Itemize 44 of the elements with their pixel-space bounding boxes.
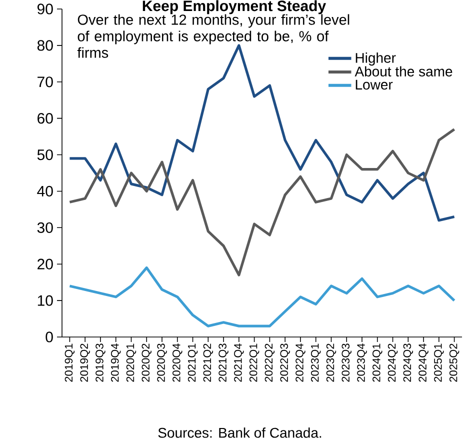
y-tick-label: 40 [37, 186, 53, 197]
x-tick-label: 2023Q1 [310, 344, 321, 382]
x-tick-label: 2022Q4 [296, 344, 306, 382]
x-tick-label: 2022Q3 [280, 344, 290, 382]
text: Over the next 12 months, your firm’s level of employment is expected to be, % of firms [77, 14, 350, 58]
x-tick-label: 2021Q4 [234, 344, 244, 382]
x-tick-label: 2025Q2 [449, 344, 460, 382]
x-tick-label: 2025Q1 [434, 344, 444, 382]
y-tick-label: 60 [38, 113, 53, 124]
x-tick-label: 2024Q2 [388, 344, 398, 382]
line-series [68, 128, 456, 276]
x-tick-label: 2020Q4 [172, 344, 182, 382]
x-tick-label: 2023Q4 [357, 344, 367, 382]
x-tick-label: 2019Q1 [64, 344, 75, 382]
x-tick-label: 2020Q2 [142, 344, 152, 382]
x-tick-label: 2024Q4 [418, 344, 428, 382]
y-tick-label: 80 [37, 40, 53, 51]
chart-title: Keep Employment Steady [142, 0, 326, 14]
y-tick-label: 90 [37, 4, 53, 14]
x-tick-label: 2021Q2 [203, 344, 214, 382]
y-tick-label: 0 [46, 332, 53, 342]
x-tick-label: 2019Q3 [96, 344, 106, 382]
y-tick-label: 20 [38, 258, 53, 270]
legend-label: Lower [356, 80, 393, 90]
x-tick-label: 2021Q1 [188, 344, 198, 382]
x-tick-label: 2023Q2 [326, 344, 336, 382]
x-tick-label: 2021Q3 [218, 344, 228, 382]
y-tick-label: 70 [38, 76, 53, 88]
x-tick-label: 2024Q1 [372, 344, 382, 382]
x-tick-label: 2022Q2 [264, 344, 275, 382]
x-tick-label: 2020Q3 [157, 344, 167, 382]
x-tick-label: 2022Q1 [249, 344, 260, 382]
x-tick-label: 2020Q1 [126, 344, 136, 382]
source-note: Sources: Bank of Canada. [158, 428, 322, 438]
x-tick-label: 2019Q4 [110, 344, 121, 382]
x-tick-label: 2019Q2 [80, 344, 90, 382]
x-tick-label: 2023Q3 [342, 344, 352, 382]
y-tick-label: 30 [37, 222, 53, 233]
x-tick-label: 2024Q3 [403, 344, 414, 382]
legend-label: About the same [354, 66, 452, 76]
y-tick-label: 10 [38, 295, 53, 306]
line-series [68, 44, 456, 222]
legend-label: Higher [356, 52, 396, 66]
y-tick-label: 50 [37, 149, 53, 160]
